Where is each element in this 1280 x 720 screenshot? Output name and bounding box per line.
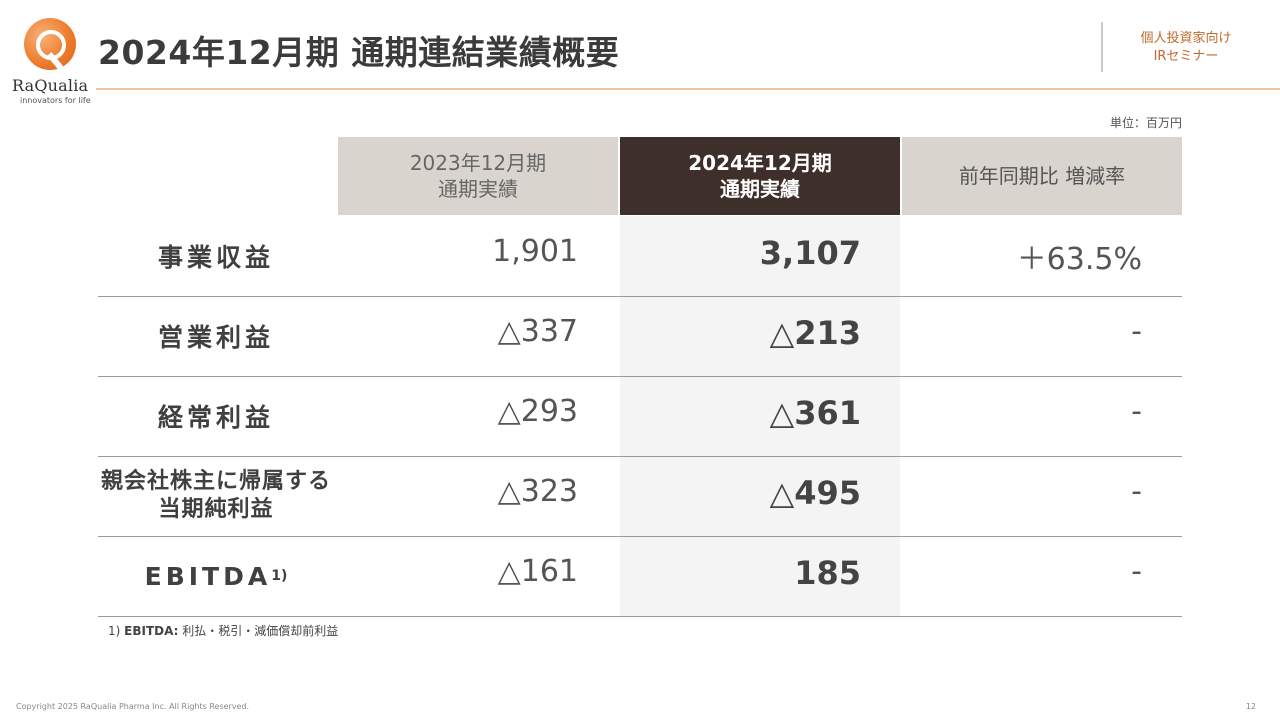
value-2023: △337 <box>497 314 578 349</box>
column-header-2023: 2023年12月期 通期実績 <box>338 137 618 215</box>
row-label: EBITDA 1) <box>98 536 334 616</box>
value-2024: △495 <box>769 474 861 512</box>
table-row-ebitda: EBITDA 1) △161 185 - <box>98 536 1182 617</box>
unit-label: 単位：百万円 <box>1109 116 1182 130</box>
value-2024: △361 <box>769 394 861 432</box>
row-label: 営業利益 <box>157 323 274 352</box>
row-label-line1: 親会社株主に帰属する <box>100 469 331 494</box>
table-row-operating-profit: 営業利益 △337 △213 - <box>98 296 1182 377</box>
company-logo: RaQualia innovators for life <box>12 18 91 106</box>
page-number: 12 <box>1245 702 1256 711</box>
column-header-change-label: 前年同期比 増減率 <box>958 164 1126 188</box>
footnote-text: 利払・税引・減価償却前利益 <box>182 624 339 638</box>
value-2023: △323 <box>497 474 578 509</box>
column-header-2024: 2024年12月期 通期実績 <box>620 137 900 215</box>
page-title: 2024年12月期 通期連結業績概要 <box>98 33 620 72</box>
copyright: Copyright 2025 RaQualia Pharma Inc. All … <box>16 702 250 711</box>
raqualia-logo-mark-icon <box>24 18 76 70</box>
value-2023: △293 <box>497 394 578 429</box>
audience-line2: IRセミナー <box>1153 49 1219 64</box>
column-header-2023-line2: 通期実績 <box>437 177 518 201</box>
value-change: - <box>1131 394 1142 429</box>
current-year-column-highlight <box>620 216 900 616</box>
footnote: 1) EBITDA: 利払・税引・減価償却前利益 <box>108 622 338 639</box>
logo-name: RaQualia <box>12 76 89 95</box>
audience-label: 個人投資家向け IRセミナー <box>1106 30 1266 66</box>
row-label-text: EBITDA <box>144 561 272 591</box>
value-2023: 1,901 <box>492 234 578 269</box>
value-change: - <box>1131 474 1142 509</box>
row-label: 事業収益 <box>157 243 274 272</box>
value-change: - <box>1131 554 1142 589</box>
footnote-number: 1) <box>108 624 121 638</box>
footnote-term: EBITDA: <box>124 624 179 638</box>
logo-tagline: innovators for life <box>20 96 91 105</box>
column-header-2023-line1: 2023年12月期 <box>409 151 547 175</box>
table-row-net-profit: 親会社株主に帰属する 当期純利益 △323 △495 - <box>98 456 1182 537</box>
value-2023: △161 <box>497 554 578 589</box>
row-label: 経常利益 <box>157 403 274 432</box>
table-row-revenue: 事業収益 1,901 3,107 ＋63.5% <box>98 216 1182 297</box>
audience-line1: 個人投資家向け <box>1140 31 1232 46</box>
audience-separator <box>1101 22 1103 72</box>
column-header-2024-line1: 2024年12月期 <box>688 151 832 175</box>
column-header-change: 前年同期比 増減率 <box>902 137 1182 215</box>
value-2024: 3,107 <box>759 234 861 272</box>
header-divider <box>96 88 1280 90</box>
row-label-line2: 当期純利益 <box>158 497 274 522</box>
value-2024: 185 <box>794 554 861 592</box>
row-label: 親会社株主に帰属する 当期純利益 <box>98 456 334 536</box>
column-header-2024-line2: 通期実績 <box>720 177 800 201</box>
value-2024: △213 <box>769 314 861 352</box>
table-row-ordinary-profit: 経常利益 △293 △361 - <box>98 376 1182 457</box>
footnote-marker: 1) <box>271 568 288 584</box>
value-change: - <box>1131 314 1142 349</box>
value-change: ＋63.5% <box>1016 242 1142 277</box>
